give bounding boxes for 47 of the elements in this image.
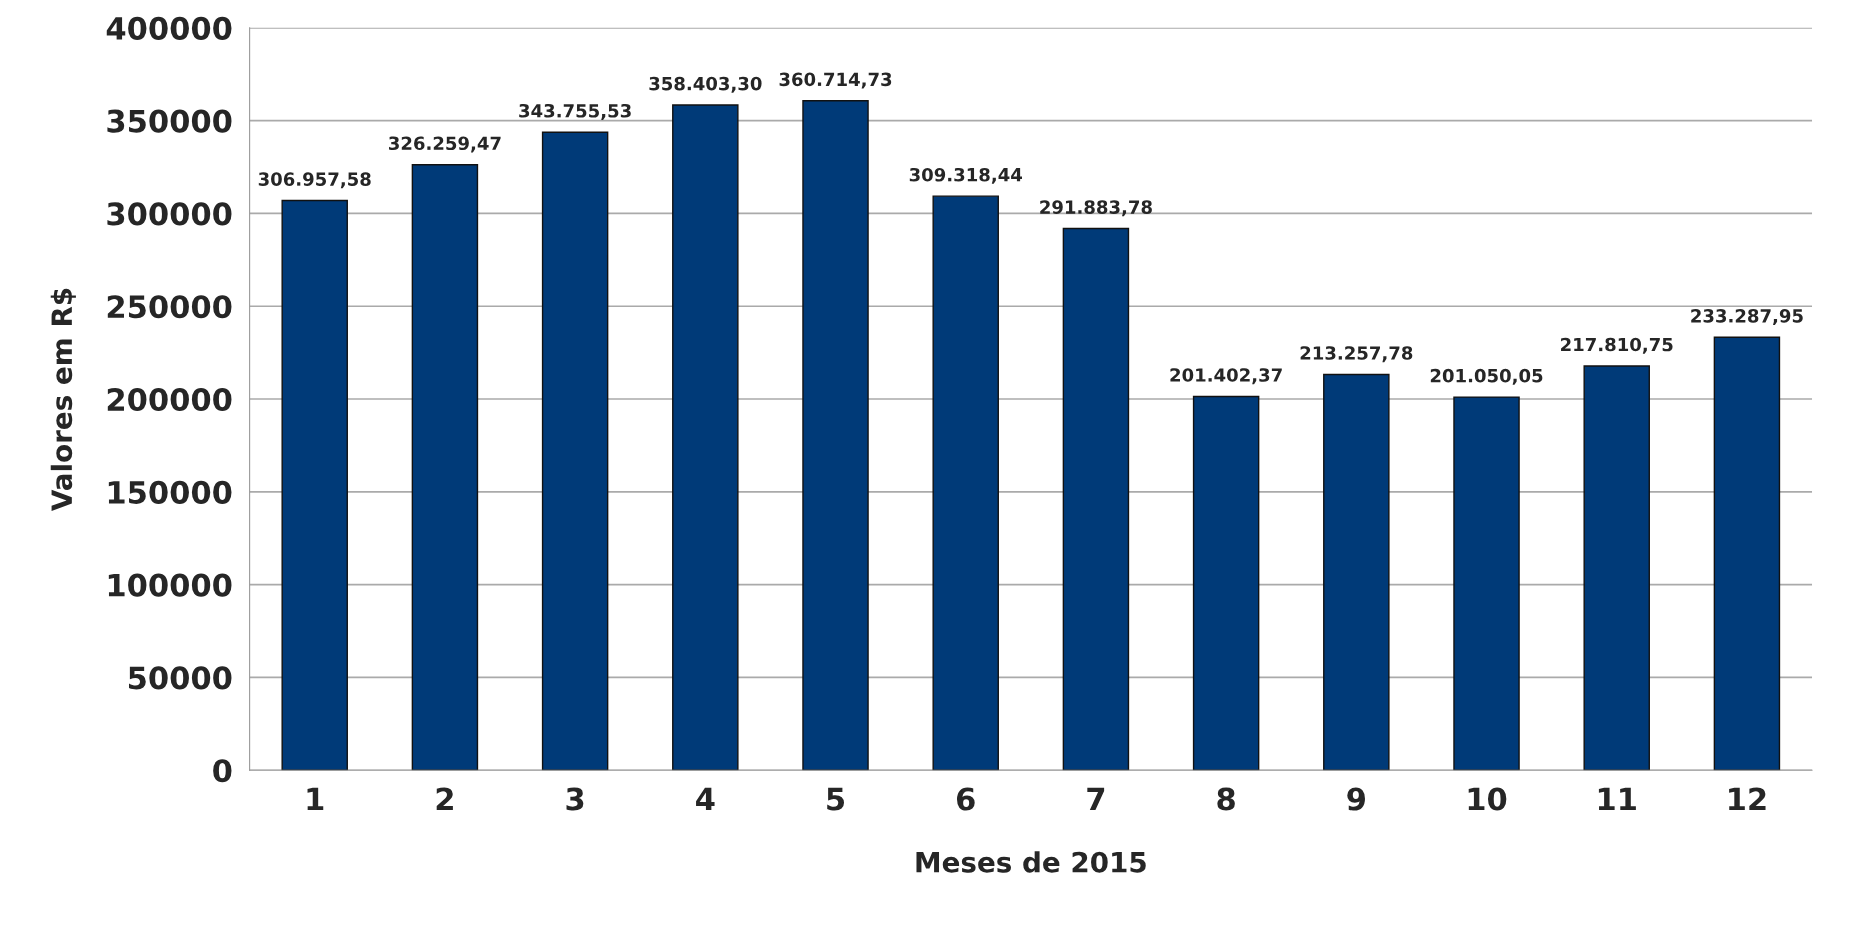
x-tick-label: 11 (1598, 787, 1636, 811)
bar (1583, 365, 1650, 771)
bar (1453, 396, 1520, 771)
data-label: 213.257,78 (1300, 346, 1413, 363)
bar (1062, 227, 1130, 771)
data-label: 201.050,05 (1430, 368, 1543, 385)
x-tick-label: 4 (696, 787, 715, 811)
x-tick-label: 3 (566, 787, 584, 811)
x-tick-label: 5 (827, 787, 845, 811)
x-axis-title: Meses de 2015 (916, 851, 1146, 873)
x-tick-label: 1 (307, 787, 324, 811)
y-tick-label: 100000 (108, 573, 232, 597)
x-tick-label: 12 (1729, 787, 1766, 811)
y-tick-label: 50000 (129, 666, 232, 690)
data-label: 201.402,37 (1170, 368, 1282, 385)
y-tick-label: 200000 (107, 387, 232, 412)
bar (802, 100, 869, 771)
data-label: 291.883,78 (1040, 200, 1152, 217)
bar (1323, 373, 1390, 771)
y-tick-label: 250000 (107, 295, 232, 319)
data-label: 360.714,73 (779, 72, 892, 89)
bar (281, 199, 348, 771)
bar (411, 164, 479, 771)
bar (541, 131, 609, 771)
x-tick-label: 10 (1468, 787, 1507, 811)
data-label: 233.287,95 (1691, 308, 1803, 325)
x-tick-label: 8 (1217, 787, 1235, 811)
bar (672, 104, 739, 771)
data-label: 309.318,44 (909, 167, 1022, 184)
y-axis-title: Valores em R$ (50, 288, 76, 512)
y-tick-label: 0 (213, 759, 232, 783)
data-label: 326.259,47 (389, 136, 501, 153)
data-label: 306.957,58 (258, 172, 371, 189)
y-tick-label: 300000 (107, 202, 232, 226)
data-label: 358.403,30 (649, 76, 762, 93)
x-tick-label: 2 (436, 787, 453, 811)
x-tick-label: 9 (1347, 787, 1365, 811)
x-tick-label: 6 (956, 787, 975, 811)
x-tick-label: 7 (1087, 787, 1105, 811)
data-label: 343.755,53 (519, 103, 631, 120)
y-tick-label: 400000 (106, 16, 232, 40)
data-label: 217.810,75 (1561, 337, 1673, 354)
bar (1192, 395, 1260, 771)
y-tick-label: 350000 (107, 109, 232, 133)
bar (1713, 336, 1781, 771)
bar (932, 195, 999, 771)
y-tick-label: 150000 (108, 480, 232, 504)
